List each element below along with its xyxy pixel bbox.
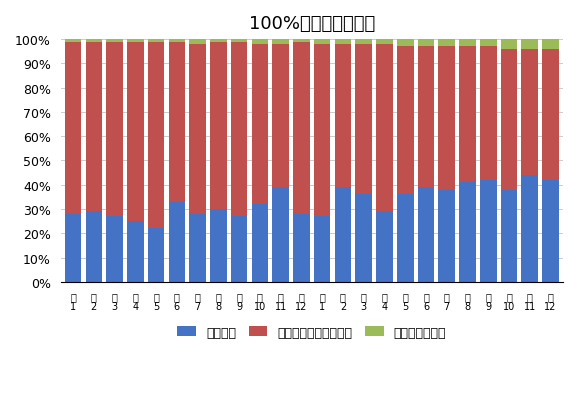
Bar bbox=[272, 45, 289, 188]
Bar bbox=[439, 190, 455, 282]
Bar bbox=[501, 50, 517, 190]
Bar bbox=[501, 190, 517, 282]
Bar bbox=[314, 45, 331, 217]
Bar bbox=[190, 45, 206, 214]
Bar bbox=[251, 40, 268, 45]
Bar bbox=[335, 45, 351, 188]
Bar bbox=[397, 47, 413, 195]
Bar bbox=[65, 214, 81, 282]
Bar bbox=[376, 212, 393, 282]
Bar bbox=[521, 176, 538, 282]
Bar bbox=[231, 43, 247, 217]
Bar bbox=[439, 40, 455, 47]
Bar bbox=[272, 188, 289, 282]
Bar bbox=[335, 40, 351, 45]
Bar bbox=[459, 40, 476, 47]
Bar bbox=[231, 217, 247, 282]
Bar bbox=[459, 183, 476, 282]
Legend: 研修事業, コンサルティング事業, コンテンツ事業: 研修事業, コンサルティング事業, コンテンツ事業 bbox=[172, 321, 451, 344]
Bar bbox=[418, 40, 434, 47]
Bar bbox=[459, 47, 476, 183]
Bar bbox=[397, 195, 413, 282]
Bar bbox=[439, 47, 455, 190]
Bar bbox=[542, 50, 559, 180]
Title: 100%積み上げグラフ: 100%積み上げグラフ bbox=[249, 15, 375, 33]
Bar bbox=[86, 43, 102, 212]
Bar bbox=[355, 45, 372, 195]
Bar bbox=[106, 43, 123, 217]
Bar bbox=[86, 212, 102, 282]
Bar bbox=[355, 195, 372, 282]
Bar bbox=[376, 45, 393, 212]
Bar bbox=[542, 180, 559, 282]
Bar bbox=[480, 40, 497, 47]
Bar bbox=[480, 47, 497, 180]
Bar bbox=[210, 43, 227, 209]
Bar bbox=[190, 214, 206, 282]
Bar bbox=[106, 40, 123, 43]
Bar bbox=[251, 205, 268, 282]
Bar bbox=[418, 188, 434, 282]
Bar bbox=[501, 40, 517, 50]
Bar bbox=[127, 40, 144, 43]
Bar bbox=[169, 43, 185, 202]
Bar bbox=[148, 43, 164, 229]
Bar bbox=[397, 40, 413, 47]
Bar bbox=[65, 40, 81, 43]
Bar bbox=[127, 222, 144, 282]
Bar bbox=[190, 40, 206, 45]
Bar bbox=[210, 40, 227, 43]
Bar bbox=[86, 40, 102, 43]
Bar bbox=[542, 40, 559, 50]
Bar bbox=[314, 40, 331, 45]
Bar bbox=[293, 40, 310, 43]
Bar bbox=[335, 188, 351, 282]
Bar bbox=[106, 217, 123, 282]
Bar bbox=[314, 217, 331, 282]
Bar bbox=[231, 40, 247, 43]
Bar bbox=[418, 47, 434, 188]
Bar bbox=[521, 50, 538, 176]
Bar bbox=[521, 40, 538, 50]
Bar bbox=[251, 45, 268, 205]
Bar bbox=[376, 40, 393, 45]
Bar bbox=[148, 229, 164, 282]
Bar bbox=[480, 180, 497, 282]
Bar bbox=[272, 40, 289, 45]
Bar bbox=[210, 209, 227, 282]
Bar bbox=[293, 43, 310, 214]
Bar bbox=[293, 214, 310, 282]
Bar bbox=[169, 202, 185, 282]
Bar bbox=[148, 40, 164, 43]
Bar bbox=[127, 43, 144, 222]
Bar bbox=[65, 43, 81, 214]
Bar bbox=[355, 40, 372, 45]
Bar bbox=[169, 40, 185, 43]
